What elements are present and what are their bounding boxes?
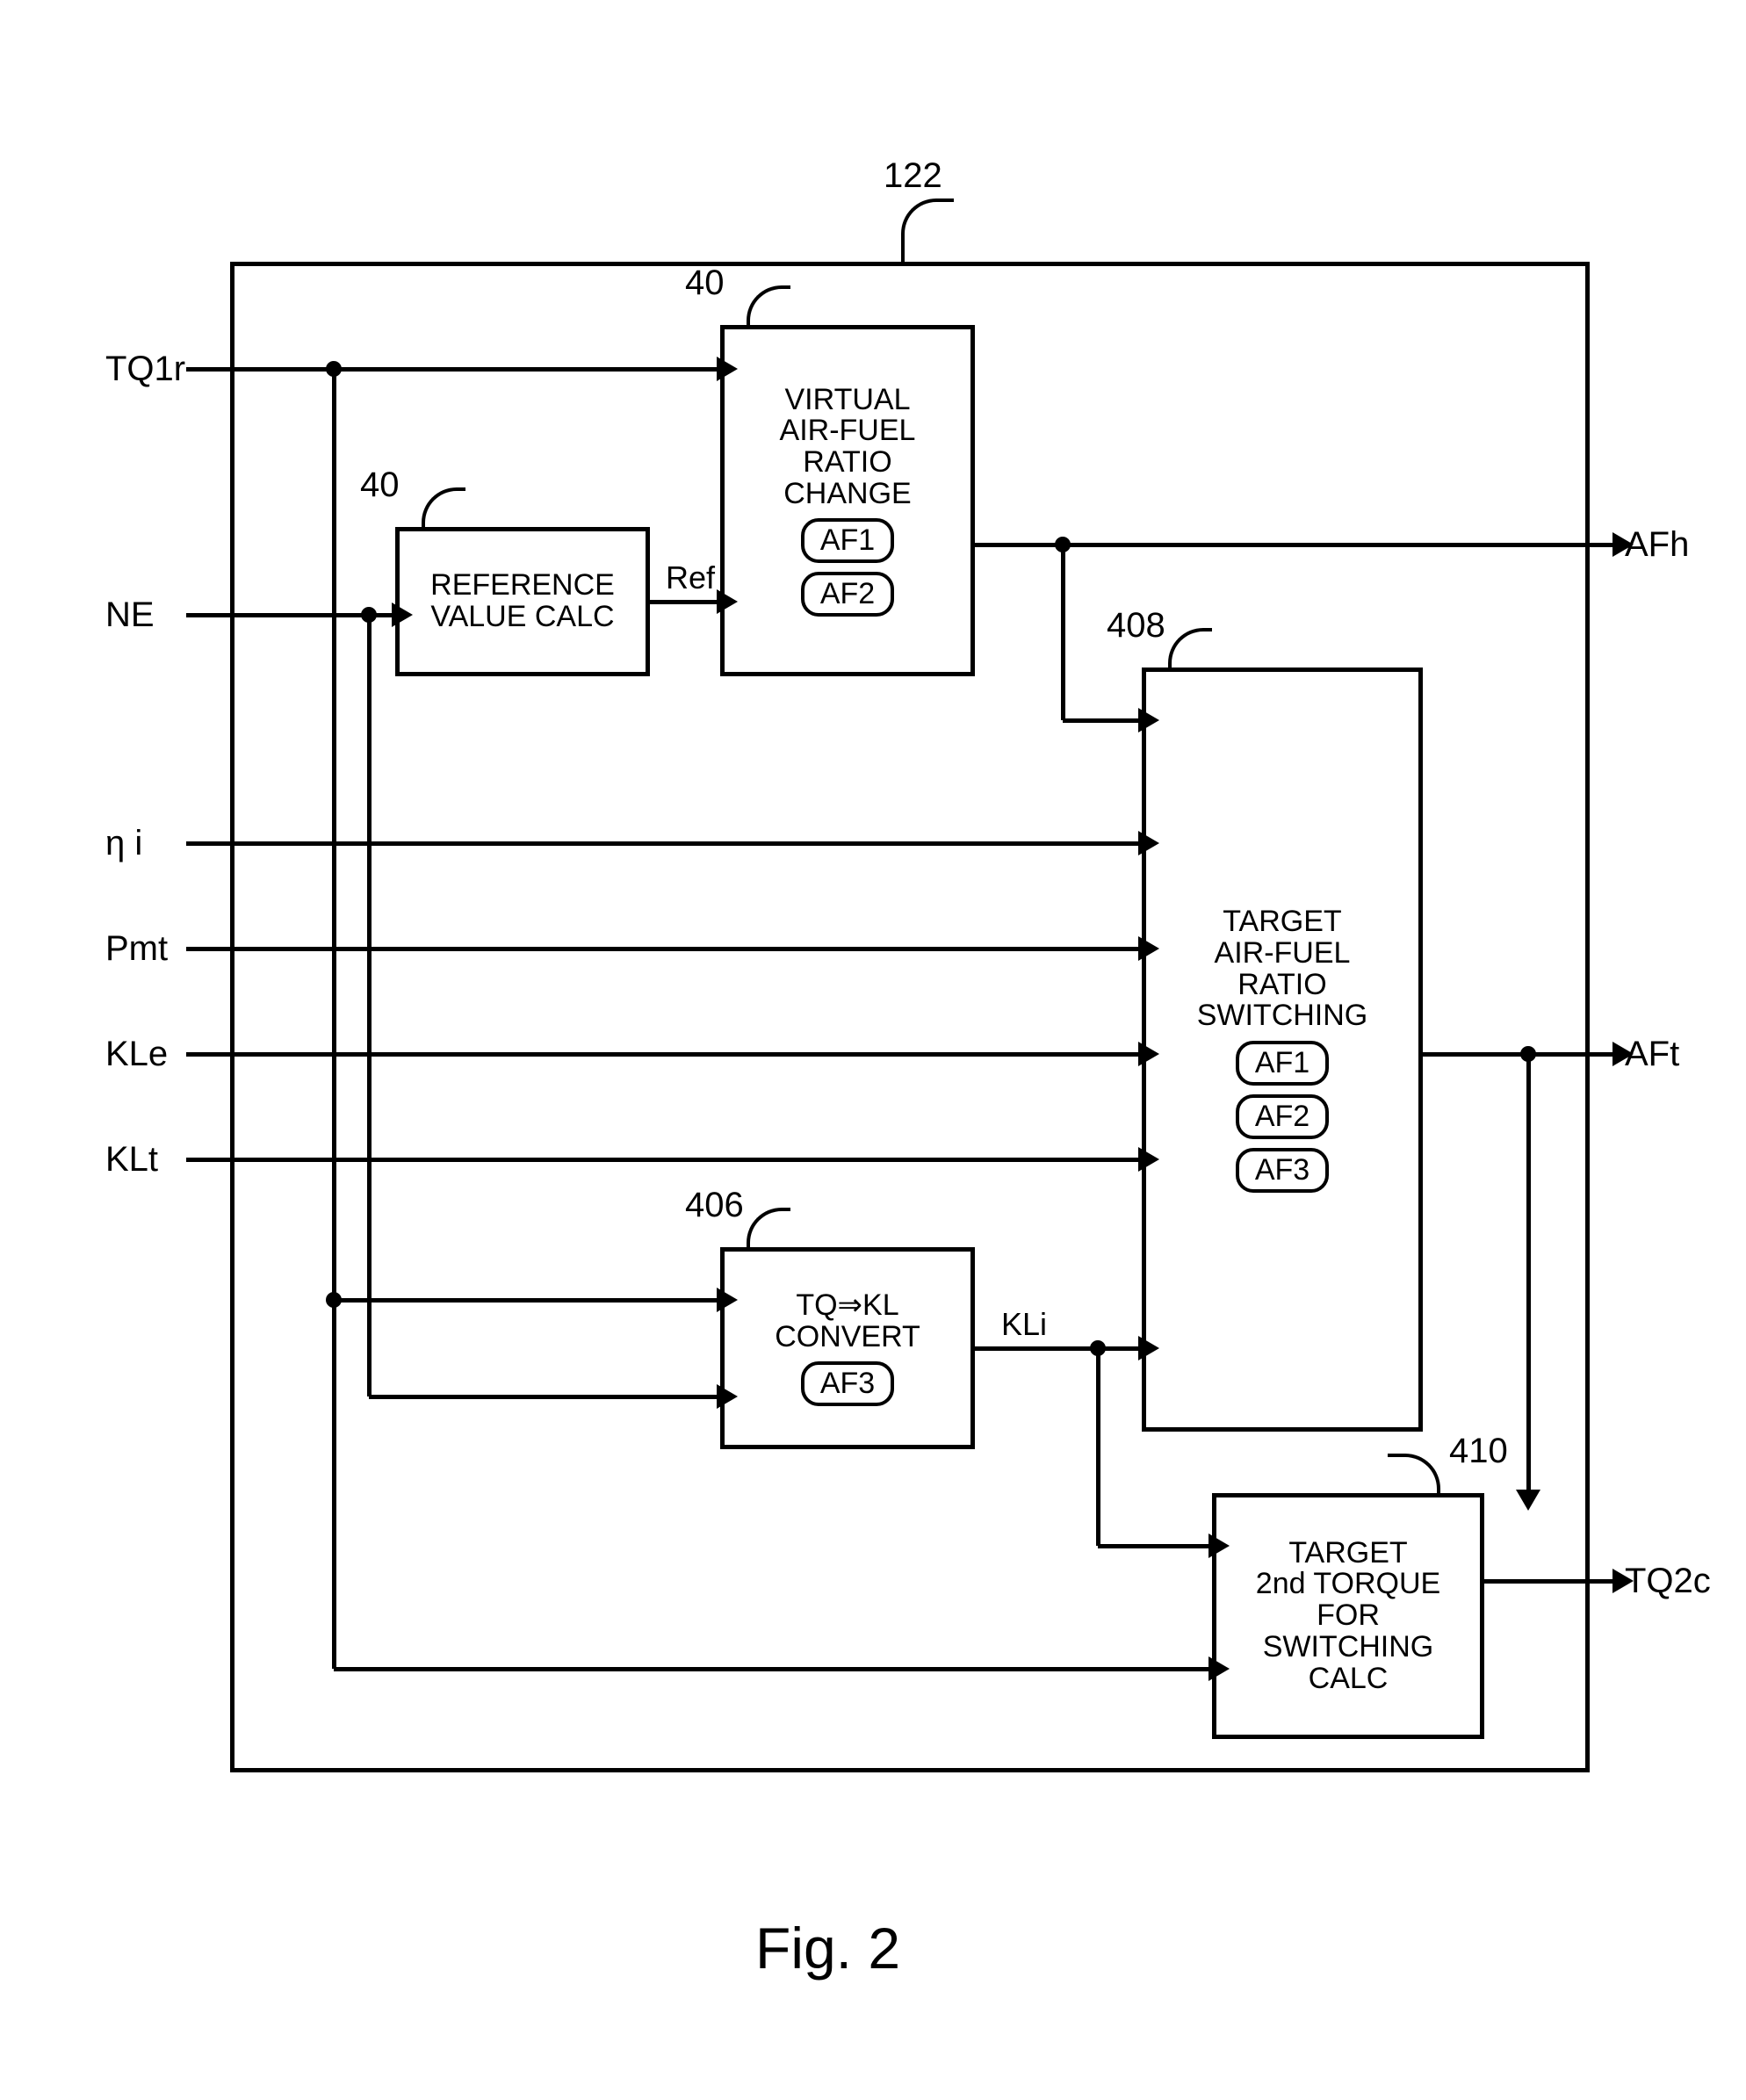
block-title: TARGET AIR-FUEL RATIO SWITCHING	[1197, 906, 1368, 1032]
output-label-TQ2c: TQ2c	[1625, 1562, 1711, 1601]
input-label-Pmt: Pmt	[105, 929, 168, 969]
input-label-eta: η i	[105, 824, 142, 863]
block-ref_calc: REFERENCE VALUE CALC	[395, 527, 650, 676]
pill-af2: AF2	[1236, 1094, 1329, 1139]
input-label-KLe: KLe	[105, 1035, 168, 1074]
block-title: TQ⇒KL CONVERT	[775, 1290, 920, 1353]
input-label-NE: NE	[105, 595, 155, 635]
block-ref-label: 408	[1107, 606, 1165, 646]
input-label-KLt: KLt	[105, 1140, 158, 1180]
diagram-canvas: 122 REFERENCE VALUE CALC 40 VIRTUAL AIR-FUE…	[0, 0, 1746, 2100]
block-title: VIRTUAL AIR-FUEL RATIO CHANGE	[780, 385, 916, 510]
figure-caption: Fig. 2	[755, 1915, 900, 1981]
block-target_af: TARGET AIR-FUEL RATIO SWITCHING AF1 AF2 AF3	[1142, 668, 1423, 1432]
pill-af2: AF2	[801, 572, 894, 617]
pill-af1: AF1	[801, 518, 894, 563]
block-title: REFERENCE VALUE CALC	[430, 570, 615, 632]
outer-ref-label: 122	[884, 156, 942, 196]
pill-af3: AF3	[801, 1361, 894, 1406]
pill-af3: AF3	[1236, 1148, 1329, 1193]
block-ref-label: 406	[685, 1186, 744, 1225]
block-target_tq2: TARGET 2nd TORQUE FOR SWITCHING CALC	[1212, 1493, 1484, 1739]
block-tq_kl: TQ⇒KL CONVERT AF3	[720, 1247, 975, 1449]
input-label-TQ1r: TQ1r	[105, 350, 185, 389]
pill-af1: AF1	[1236, 1041, 1329, 1086]
block-ref-label: 40	[685, 263, 725, 303]
output-label-AFh: AFh	[1625, 525, 1689, 565]
block-ref-label: 40	[360, 465, 400, 505]
block-virtual_af: VIRTUAL AIR-FUEL RATIO CHANGE AF1 AF2	[720, 325, 975, 676]
